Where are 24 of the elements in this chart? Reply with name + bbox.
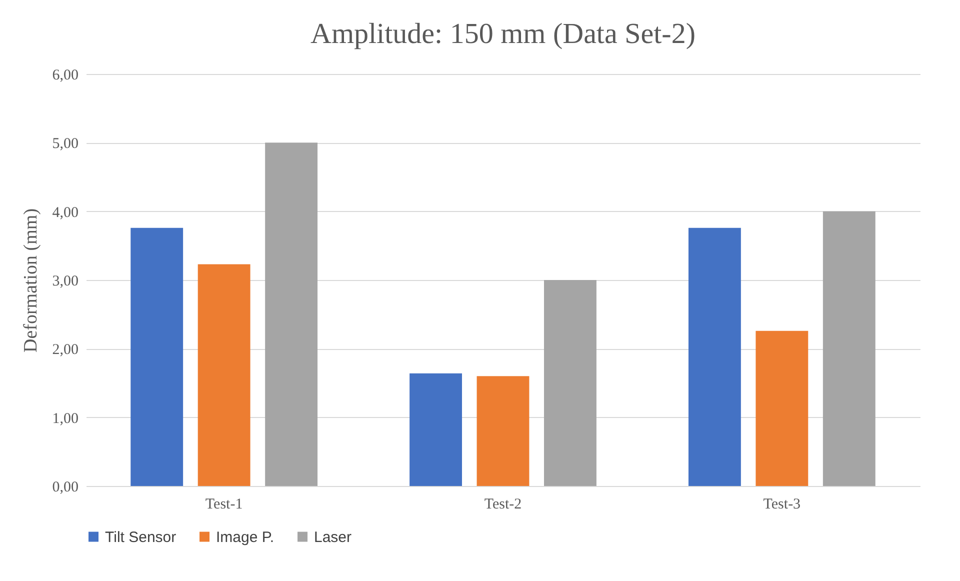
bar bbox=[198, 264, 250, 486]
y-tick-label: 5,00 bbox=[52, 136, 78, 152]
x-tick-label: Test-1 bbox=[205, 496, 243, 512]
bar bbox=[822, 211, 876, 486]
legend-label: Tilt Sensor bbox=[105, 528, 176, 546]
y-tick-label: 1,00 bbox=[52, 410, 78, 427]
y-tick-label: 0,00 bbox=[52, 480, 78, 496]
bar bbox=[476, 376, 530, 486]
bar bbox=[544, 280, 596, 486]
x-tick-label: Test-3 bbox=[763, 496, 801, 512]
y-tick-label: 4,00 bbox=[52, 204, 78, 221]
y-tick-label: 2,00 bbox=[52, 342, 78, 358]
x-tick-label: Test-2 bbox=[484, 496, 522, 512]
y-tick-label: 3,00 bbox=[52, 274, 78, 290]
bar bbox=[688, 228, 741, 486]
y-tick-label: 6,00 bbox=[52, 68, 78, 84]
y-axis-title: Deformation (mm) bbox=[20, 208, 42, 353]
bar bbox=[756, 330, 808, 486]
chart-title: Amplitude: 150 mm (Data Set-2) bbox=[310, 18, 696, 50]
bar bbox=[130, 228, 184, 486]
legend-label: Laser bbox=[314, 528, 352, 546]
legend-label: Image P. bbox=[216, 528, 274, 546]
bar bbox=[265, 142, 318, 486]
bar bbox=[410, 373, 462, 486]
